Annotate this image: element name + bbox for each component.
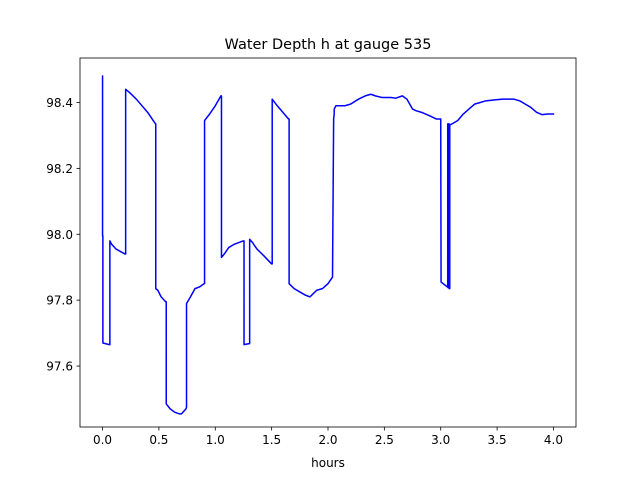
y-tick-label: 97.8 <box>46 294 73 308</box>
x-tick-label: 0.5 <box>149 433 168 447</box>
x-tick-label: 2.0 <box>318 433 337 447</box>
x-tick-label: 0.0 <box>93 433 112 447</box>
x-tick-label: 3.0 <box>431 433 450 447</box>
y-tick-label: 97.6 <box>46 360 73 374</box>
x-tick-label: 3.5 <box>488 433 507 447</box>
series-line-0 <box>101 75 555 415</box>
y-tick-label: 98.2 <box>46 162 73 176</box>
y-tick-label: 98.4 <box>46 96 73 110</box>
chart-title: Water Depth h at gauge 535 <box>225 37 432 53</box>
x-tick-label: 1.0 <box>206 433 225 447</box>
x-axis-label: hours <box>311 456 345 470</box>
plot-area <box>101 75 555 415</box>
x-tick-label: 4.0 <box>544 433 563 447</box>
x-tick-label: 2.5 <box>375 433 394 447</box>
axes: 0.0 0.5 1.0 1.5 2.0 2.5 3.0 3.5 4.0 97.6 97.8 98.0 9… <box>46 57 577 447</box>
y-tick-label: 98.0 <box>46 228 73 242</box>
x-tick-label: 1.5 <box>262 433 281 447</box>
